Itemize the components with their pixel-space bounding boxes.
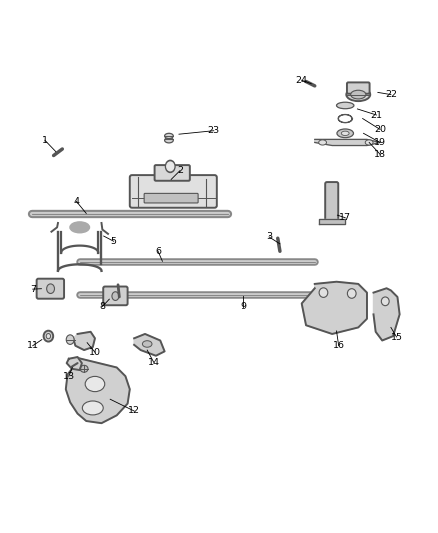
Ellipse shape — [167, 162, 174, 171]
Text: 14: 14 — [148, 358, 160, 367]
Text: 9: 9 — [240, 302, 246, 311]
Ellipse shape — [66, 335, 74, 344]
Ellipse shape — [80, 365, 88, 372]
Text: 11: 11 — [27, 341, 39, 350]
Text: 15: 15 — [391, 333, 403, 342]
Text: 2: 2 — [177, 166, 183, 175]
FancyBboxPatch shape — [155, 165, 190, 181]
Ellipse shape — [112, 292, 119, 301]
Polygon shape — [66, 358, 130, 423]
Polygon shape — [315, 140, 380, 146]
Ellipse shape — [347, 289, 356, 298]
Polygon shape — [374, 288, 399, 341]
Text: 10: 10 — [89, 348, 101, 357]
FancyBboxPatch shape — [103, 287, 127, 305]
Ellipse shape — [46, 334, 50, 339]
Text: 6: 6 — [155, 247, 161, 256]
Text: 4: 4 — [73, 197, 79, 206]
Ellipse shape — [319, 140, 326, 145]
Text: 13: 13 — [63, 372, 75, 381]
Text: 17: 17 — [339, 213, 351, 222]
Ellipse shape — [85, 376, 105, 392]
Ellipse shape — [346, 88, 370, 101]
Text: 20: 20 — [374, 125, 386, 134]
Text: 5: 5 — [111, 237, 117, 246]
Text: 23: 23 — [208, 126, 220, 135]
Ellipse shape — [166, 160, 175, 173]
Ellipse shape — [44, 330, 53, 342]
FancyBboxPatch shape — [37, 279, 64, 298]
Text: 12: 12 — [128, 407, 140, 416]
Text: 21: 21 — [371, 110, 382, 119]
Text: 19: 19 — [374, 138, 386, 147]
Ellipse shape — [47, 284, 54, 294]
Ellipse shape — [365, 140, 373, 145]
Text: 22: 22 — [385, 90, 397, 99]
FancyBboxPatch shape — [130, 175, 217, 208]
Text: 8: 8 — [99, 302, 106, 311]
Ellipse shape — [165, 138, 173, 143]
Polygon shape — [73, 332, 95, 350]
Ellipse shape — [341, 131, 349, 135]
Ellipse shape — [70, 222, 89, 233]
Ellipse shape — [319, 288, 328, 297]
Text: 3: 3 — [266, 232, 272, 241]
Ellipse shape — [82, 401, 103, 415]
Text: 7: 7 — [30, 285, 36, 294]
Text: 18: 18 — [374, 150, 386, 159]
Text: 16: 16 — [333, 341, 345, 350]
Polygon shape — [302, 282, 367, 334]
Text: 24: 24 — [296, 76, 307, 85]
FancyBboxPatch shape — [347, 83, 370, 94]
Ellipse shape — [336, 102, 354, 109]
FancyBboxPatch shape — [325, 182, 338, 223]
Polygon shape — [67, 357, 82, 370]
Ellipse shape — [351, 90, 366, 99]
Polygon shape — [134, 334, 165, 356]
Ellipse shape — [381, 297, 389, 305]
Ellipse shape — [337, 129, 353, 138]
Ellipse shape — [165, 133, 173, 139]
Ellipse shape — [142, 341, 152, 347]
FancyBboxPatch shape — [144, 193, 198, 203]
Polygon shape — [319, 220, 345, 224]
Text: 1: 1 — [42, 136, 48, 145]
